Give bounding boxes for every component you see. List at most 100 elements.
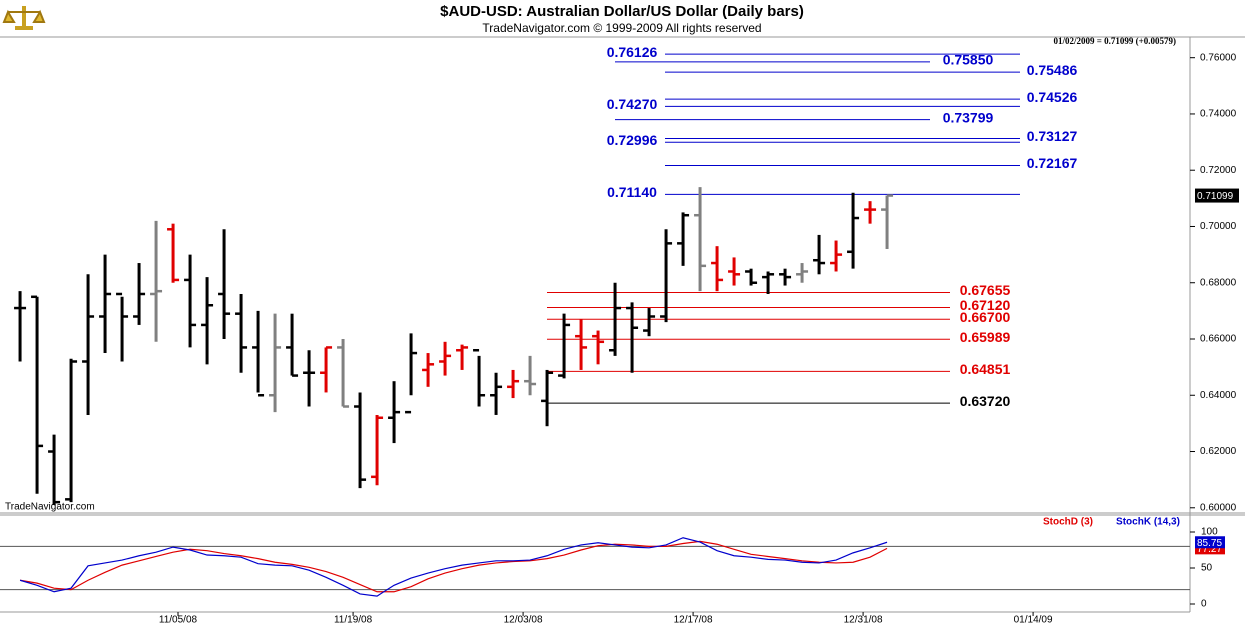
ohlc-bar [796, 263, 809, 283]
ohlc-bar [405, 333, 418, 414]
ohlc-bar [847, 192, 860, 269]
ohlc-bar [864, 201, 877, 224]
y-tick-label: 0.76000 [1200, 52, 1237, 63]
ohlc-bar [48, 434, 61, 505]
y-tick-label: 0.74000 [1200, 109, 1237, 120]
ohlc-bar [371, 414, 384, 486]
last-price-label: 0.71099 [1197, 191, 1234, 202]
ohlc-bar [575, 319, 588, 370]
ohlc-bar [728, 257, 741, 286]
level-label: 0.67120 [960, 297, 1011, 313]
level-label: 0.74526 [1027, 89, 1078, 105]
y-tick-label: 0.62000 [1200, 446, 1237, 457]
value-label: 85.75 [1197, 538, 1222, 549]
level-label: 0.66700 [960, 309, 1011, 325]
y-tick-label: 0.64000 [1200, 390, 1237, 401]
stoch-line [19, 540, 888, 593]
ohlc-bar [541, 369, 554, 427]
level-label: 0.73799 [943, 109, 994, 125]
ohlc-bar [694, 187, 707, 292]
x-tick-label: 12/03/08 [504, 615, 543, 626]
ohlc-bar [456, 344, 469, 370]
y-tick-label: 0.72000 [1200, 165, 1237, 176]
legend-entry: StochK (14,3) [1116, 517, 1180, 528]
ohlc-bar [422, 353, 435, 387]
ohlc-bar [320, 346, 333, 393]
ohlc-bar [881, 194, 894, 249]
level-label: 0.72996 [607, 132, 658, 148]
ohlc-bar [626, 302, 639, 373]
ohlc-bar [354, 392, 367, 489]
ohlc-bar [762, 271, 775, 294]
ohlc-bar [337, 338, 350, 408]
chart-title: $AUD-USD: Australian Dollar/US Dollar (D… [440, 3, 804, 20]
ohlc-bar [82, 274, 95, 415]
ohlc-bar [31, 295, 44, 494]
y-tick-label: 0.66000 [1200, 334, 1237, 345]
ohlc-bar [14, 291, 27, 362]
ohlc-bar [269, 313, 282, 413]
stoch-line [19, 537, 888, 597]
ohlc-bar [218, 229, 231, 339]
level-label: 0.64851 [960, 361, 1011, 377]
header-note: 01/02/2009 = 0.71099 (+0.00579) [1053, 36, 1176, 46]
ohlc-bar [677, 212, 690, 266]
x-tick-label: 12/17/08 [674, 615, 713, 626]
ohlc-bar [133, 263, 146, 325]
x-tick-label: 12/31/08 [844, 615, 883, 626]
ohlc-bar [643, 308, 656, 337]
ohlc-bar [490, 372, 503, 415]
ohlc-bar [507, 369, 520, 399]
level-label: 0.67655 [960, 282, 1011, 298]
level-label: 0.75486 [1027, 62, 1078, 78]
ohlc-bar [184, 254, 197, 348]
ohlc-bar [592, 330, 605, 365]
x-tick-label: 11/05/08 [159, 615, 198, 626]
level-label: 0.72167 [1027, 155, 1078, 171]
ohlc-bar [235, 293, 248, 373]
ohlc-bar [779, 268, 792, 286]
level-label: 0.75850 [943, 52, 994, 68]
ohlc-bar [150, 220, 163, 342]
watermark: TradeNavigator.com [5, 502, 95, 513]
ohlc-bar [660, 229, 673, 323]
y-tick-label: 50 [1201, 563, 1213, 574]
y-tick-label: 0.70000 [1200, 221, 1237, 232]
ohlc-bar [303, 350, 316, 407]
ohlc-bar [116, 292, 129, 362]
y-tick-label: 0.68000 [1200, 277, 1237, 288]
logo [2, 6, 46, 30]
legend-entry: StochD (3) [1043, 517, 1093, 528]
y-tick-label: 100 [1201, 527, 1218, 538]
last-price-box [1195, 188, 1239, 203]
ohlc-bar [745, 268, 758, 286]
ohlc-bar [286, 313, 299, 377]
level-label: 0.74270 [607, 96, 658, 112]
ohlc-bar [813, 234, 826, 275]
ohlc-bar [99, 254, 112, 354]
ohlc-bar [388, 381, 401, 444]
level-label: 0.76126 [607, 44, 658, 60]
level-label: 0.65989 [960, 329, 1011, 345]
level-label: 0.63720 [960, 393, 1011, 409]
ohlc-bar [830, 240, 843, 272]
ohlc-bar [252, 310, 265, 397]
ohlc-bar [167, 223, 180, 283]
ohlc-bar [711, 246, 724, 292]
ohlc-bar [609, 282, 622, 356]
ohlc-bar [524, 355, 537, 396]
ohlc-bar [558, 313, 571, 379]
chart-subtitle: TradeNavigator.com © 1999-2009 All right… [482, 21, 761, 35]
x-tick-label: 01/14/09 [1014, 615, 1053, 626]
value-label: 77.27 [1197, 544, 1222, 555]
y-tick-label: 0.60000 [1200, 502, 1237, 513]
y-tick-label: 0 [1201, 599, 1207, 610]
level-label: 0.73127 [1027, 128, 1078, 144]
ohlc-bar [439, 341, 452, 376]
ohlc-bar [473, 348, 486, 407]
ohlc-bar [201, 277, 214, 365]
ohlc-bar [65, 358, 78, 503]
x-tick-label: 11/19/08 [334, 615, 373, 626]
level-label: 0.71140 [607, 184, 657, 200]
